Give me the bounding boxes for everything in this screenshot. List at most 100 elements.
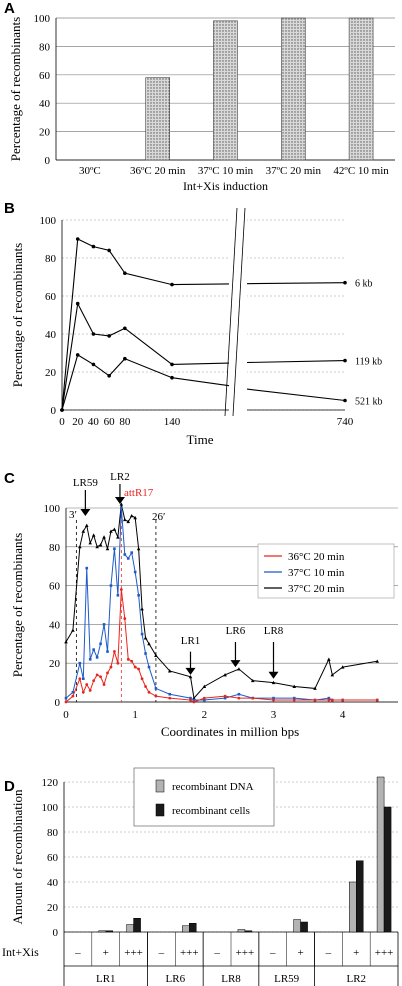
series-line (65, 507, 378, 701)
bar (213, 20, 238, 161)
data-point (92, 679, 96, 683)
x-axis-label: Coordinates in million bps (161, 724, 299, 739)
chart-a: 0 20 40 60 80 100 30ºC 36ºC 20 min 37ºC 10 min 37… (8, 13, 395, 193)
chart-d: 0 20 40 60 80 100 120 Amount of recombination – +… (2, 767, 399, 986)
series-line (65, 589, 378, 703)
data-point (170, 282, 174, 287)
bar (349, 881, 357, 933)
data-point (129, 513, 134, 518)
y-axis-label: Percentage of recombinants (10, 533, 25, 677)
data-point (91, 533, 96, 537)
condition-label: +++ (124, 947, 143, 959)
data-point (123, 326, 127, 331)
series-line (61, 238, 346, 411)
data-point (202, 696, 206, 700)
data-point (147, 642, 151, 646)
data-point (168, 692, 172, 696)
data-point (343, 280, 347, 285)
x-tick-label: 80 (119, 416, 131, 428)
data-point (250, 678, 255, 683)
data-point (92, 648, 95, 651)
data-point (81, 690, 85, 694)
y-tick-label: 60 (45, 291, 57, 303)
y-tick-label: 20 (47, 902, 59, 914)
data-point (106, 671, 109, 675)
y-tick-label: 80 (45, 253, 57, 265)
data-point (133, 515, 137, 520)
data-point (292, 684, 297, 688)
data-point (170, 362, 174, 367)
axis-break-mark (232, 207, 246, 417)
data-point (123, 617, 127, 620)
data-point (88, 658, 92, 661)
condition-label: – (74, 947, 81, 959)
data-point (340, 665, 345, 669)
data-point (343, 358, 347, 363)
y-tick-label: 100 (44, 503, 61, 515)
y-axis-label: Percentage of recombinants (10, 243, 25, 387)
x-tick-label: 140 (164, 416, 181, 428)
annotation-arrow-head (80, 509, 91, 516)
data-point (341, 698, 345, 702)
legend-label: 37°C 10 min (288, 567, 345, 579)
data-point (140, 607, 144, 611)
y-tick-label: 0 (45, 155, 51, 167)
condition-label: – (158, 947, 165, 959)
data-point (120, 506, 123, 510)
data-point (272, 698, 275, 702)
axis-break-mark (224, 207, 238, 417)
data-point (88, 688, 92, 692)
bar (133, 918, 141, 933)
legend-label: 37°C 20 min (288, 583, 345, 595)
data-point (71, 691, 75, 694)
x-tick-label: 0 (63, 709, 69, 721)
data-point (202, 684, 207, 688)
data-point (123, 553, 127, 556)
panel-label-b: B (4, 200, 15, 217)
y-tick-label: 100 (34, 13, 51, 25)
data-point (102, 535, 106, 539)
panel-label-d: D (4, 778, 15, 795)
data-point (109, 665, 113, 669)
legend-box (257, 543, 395, 599)
data-point (105, 546, 110, 551)
x-tick-label: 42ºC 10 min (333, 165, 389, 177)
data-point (126, 657, 130, 661)
data-point (119, 502, 124, 506)
data-point (154, 687, 158, 690)
data-point (143, 636, 148, 640)
y-tick-label: 0 (55, 697, 61, 709)
bar (126, 924, 134, 933)
data-point (144, 685, 147, 688)
bar (182, 925, 190, 933)
data-point (95, 656, 99, 659)
x-tick-label: 0 (59, 416, 65, 428)
data-point (102, 683, 106, 686)
bar (293, 919, 301, 933)
data-point (130, 659, 134, 663)
data-point (116, 535, 120, 539)
data-point (292, 698, 296, 702)
panel-label-c: C (4, 470, 15, 487)
data-point (330, 698, 334, 702)
y-tick-label: 80 (47, 827, 59, 839)
x-tick-label: 20 (72, 416, 84, 428)
condition-label: – (213, 947, 220, 959)
bar (356, 860, 364, 933)
data-point (137, 667, 141, 671)
data-point (107, 248, 111, 253)
legend-swatch (155, 803, 165, 817)
panel-b: B 0 20 40 60 80 100 6 kb 119 kb 521 kb 0 20 40 60 80 1… (0, 200, 402, 462)
data-point (237, 696, 241, 700)
annotation-arrow-head (185, 667, 196, 675)
data-point (75, 353, 80, 357)
data-point (75, 301, 80, 306)
axis-break-gap (229, 214, 247, 414)
data-point (116, 661, 120, 665)
data-point (327, 657, 331, 661)
data-point (113, 547, 116, 551)
data-point (64, 700, 68, 704)
bar (376, 776, 385, 933)
y-axis-label: Percentage of recombinants (8, 17, 23, 161)
